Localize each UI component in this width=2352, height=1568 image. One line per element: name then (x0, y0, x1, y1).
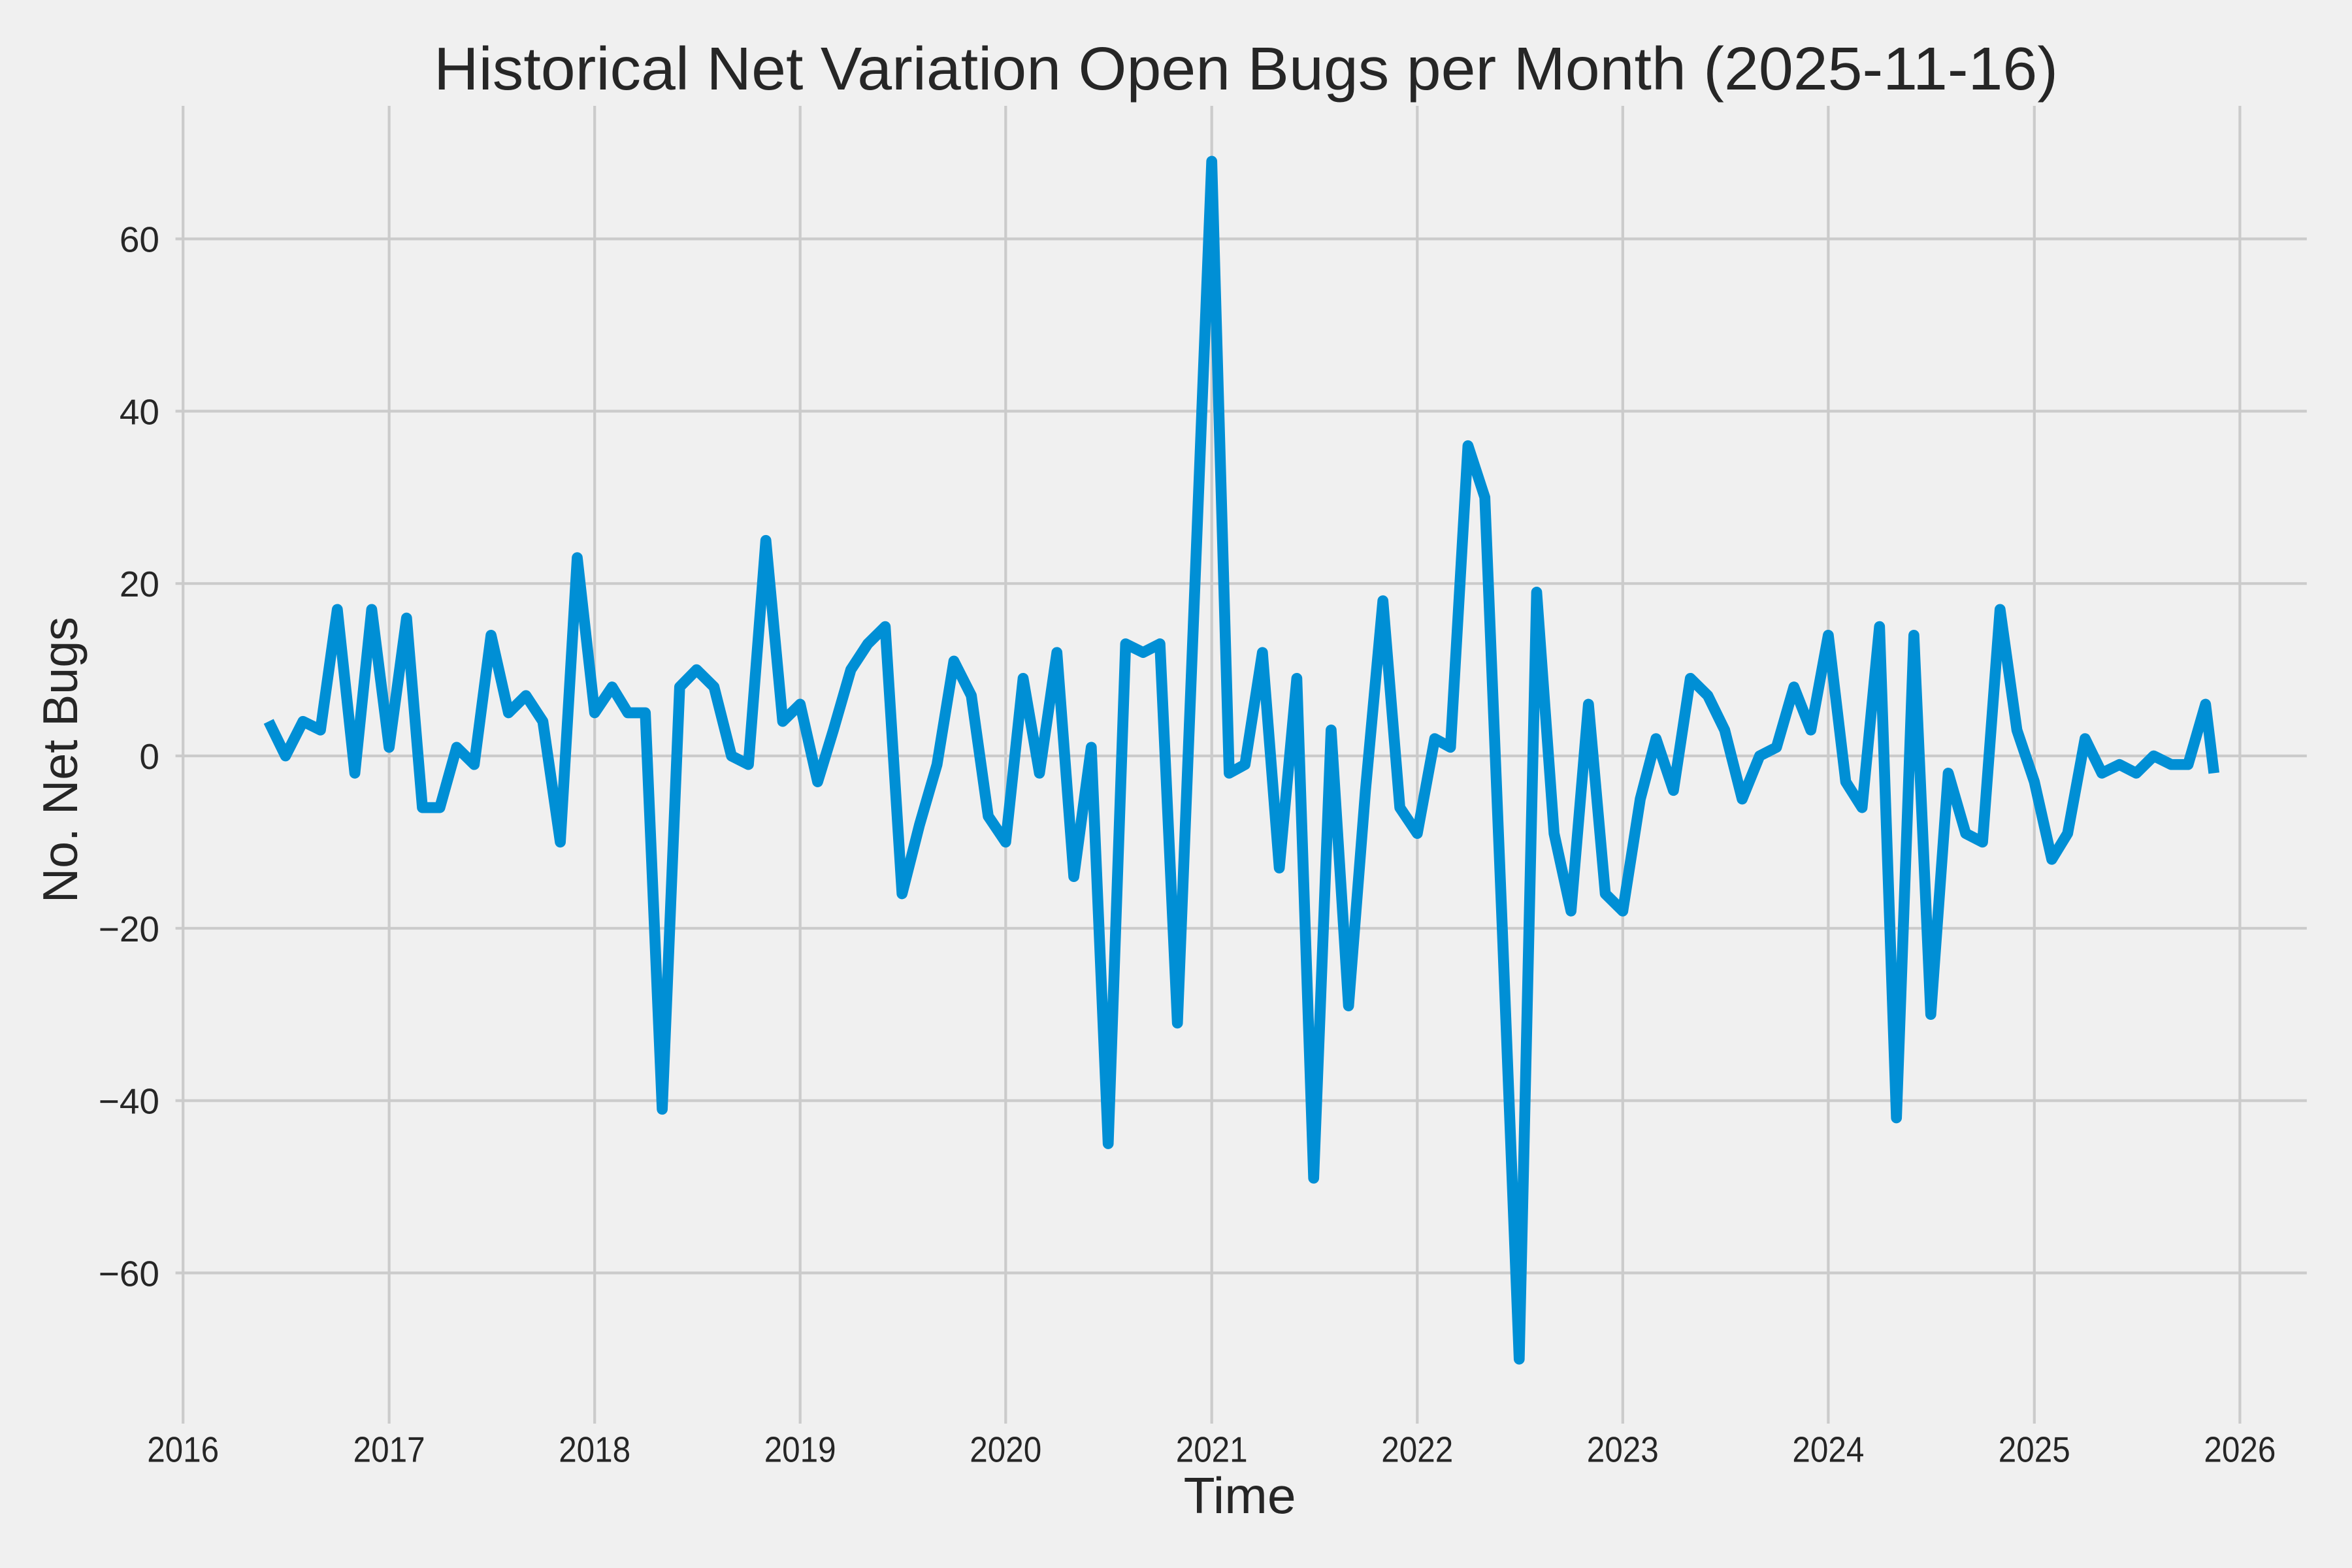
svg-text:60: 60 (120, 220, 159, 260)
svg-text:2025: 2025 (1999, 1429, 2070, 1470)
svg-text:2017: 2017 (353, 1429, 425, 1470)
svg-text:2016: 2016 (147, 1429, 219, 1470)
svg-text:2023: 2023 (1587, 1429, 1659, 1470)
svg-text:−60: −60 (99, 1253, 159, 1294)
svg-text:2020: 2020 (970, 1429, 1041, 1470)
svg-text:No. Net Bugs: No. Net Bugs (33, 617, 88, 903)
svg-text:−20: −20 (99, 909, 159, 949)
svg-text:0: 0 (139, 736, 159, 777)
svg-text:2022: 2022 (1381, 1429, 1453, 1470)
svg-text:2026: 2026 (2204, 1429, 2276, 1470)
svg-text:20: 20 (120, 564, 159, 604)
svg-text:Time: Time (1184, 1467, 1296, 1524)
svg-text:2024: 2024 (1792, 1429, 1864, 1470)
svg-text:Historical Net Variation Open: Historical Net Variation Open Bugs per M… (434, 35, 2058, 103)
svg-text:2019: 2019 (764, 1429, 836, 1470)
svg-text:−40: −40 (99, 1081, 159, 1122)
svg-text:2018: 2018 (559, 1429, 630, 1470)
svg-text:2021: 2021 (1176, 1429, 1248, 1470)
svg-text:40: 40 (120, 391, 159, 432)
